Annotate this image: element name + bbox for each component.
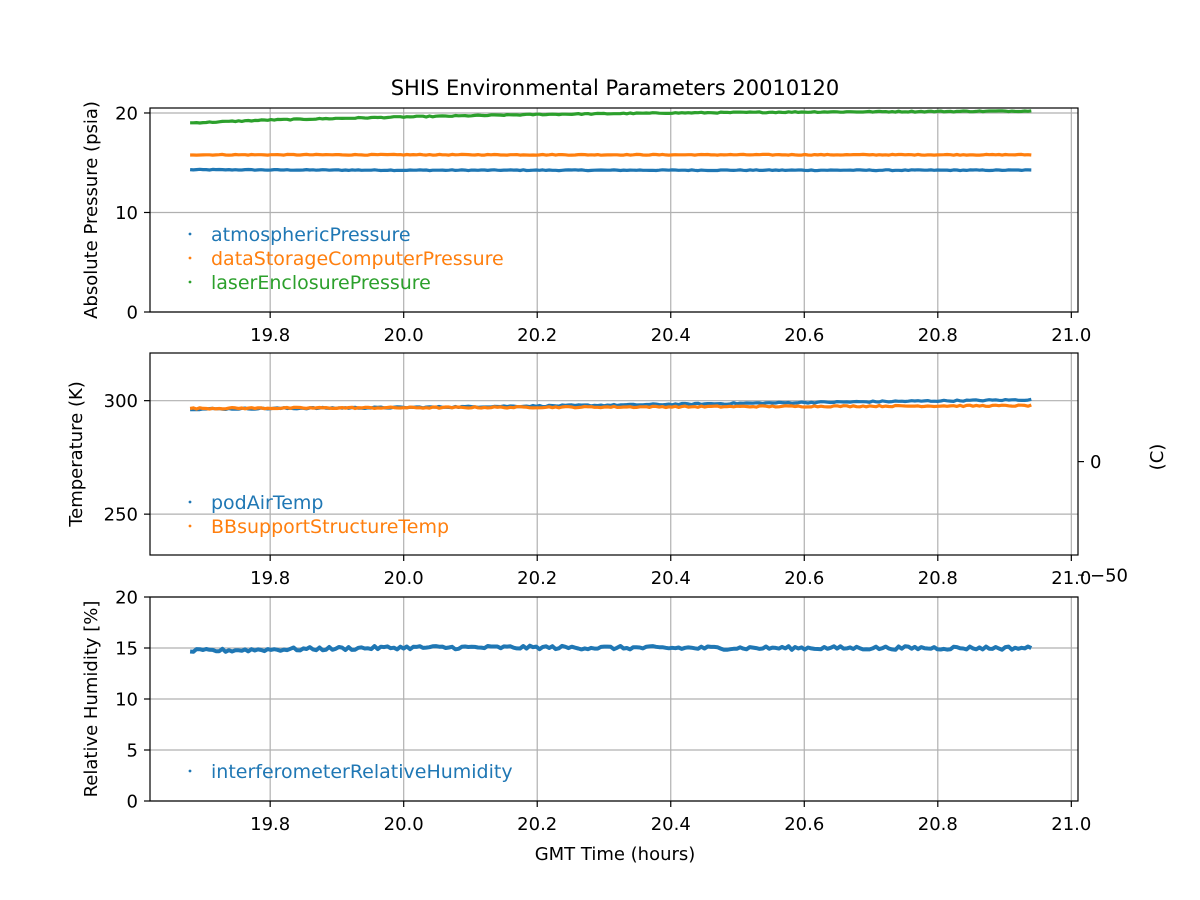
y-tick-label: 20 [115,588,138,609]
legend-entry: BBsupportStructureTemp [211,516,449,538]
x-tick-label: 20.2 [517,814,557,835]
x-tick-label: 21.0 [1051,568,1091,589]
right-y-axis-label: (C) [1147,444,1168,471]
x-tick-label: 20.8 [918,814,958,835]
y-tick-label: 250 [104,505,138,526]
legend-entry: laserEnclosurePressure [211,272,431,294]
y-tick-label: 0 [127,303,138,324]
legend-marker [188,232,192,236]
series-line-BBsupportStructureTemp [189,403,1032,411]
x-tick-label: 20.6 [784,814,824,835]
legend-entry: atmosphericPressure [211,224,411,246]
series-laserEnclosurePressure [190,109,1032,125]
right-y-tick-label: 0 [1090,452,1101,473]
y-tick-label: 0 [127,792,138,813]
y-tick-label: 10 [115,690,138,711]
x-axis-label: GMT Time (hours) [535,844,696,865]
legend-marker [188,524,192,528]
y-axis-label: Absolute Pressure (psia) [81,101,102,319]
legend-entry: dataStorageComputerPressure [211,248,504,270]
x-tick-label: 19.8 [250,814,290,835]
x-tick-label: 20.0 [384,568,424,589]
series-line-atmosphericPressure [189,167,1032,173]
y-tick-label: 300 [104,391,138,412]
panel-frame [149,107,1079,313]
legend-entry: interferometerRelativeHumidity [211,761,513,783]
series-interferometerRelativeHumidity [189,643,1033,654]
legend: atmosphericPressuredataStorageComputerPr… [188,224,504,294]
y-axis-label: Temperature (K) [66,381,87,528]
x-tick-label: 19.8 [250,568,290,589]
x-tick-label: 20.8 [918,568,958,589]
y-tick-label: 5 [127,741,138,762]
series-BBsupportStructureTemp [189,403,1032,411]
y-tick-label: 10 [115,203,138,224]
x-tick-label: 20.4 [651,325,691,346]
chart-title: SHIS Environmental Parameters 20010120 [391,76,840,100]
legend-marker [188,256,192,260]
x-tick-label: 20.0 [384,325,424,346]
x-tick-label: 20.2 [517,568,557,589]
series-dataStorageComputerPressure [190,152,1032,157]
x-tick-label: 20.4 [651,568,691,589]
x-tick-label: 20.8 [918,325,958,346]
series-line-dataStorageComputerPressure [190,152,1032,157]
panel-2: 19.8 20.0 20.2 20.4 20.6 20.8 21.0 250 300 Temper… [66,352,1168,589]
legend-marker [188,280,192,284]
y-tick-label: 20 [115,103,138,124]
x-tick-label: 20.0 [384,814,424,835]
series-line-interferometerRelativeHumidity [189,643,1033,654]
legend-marker [188,769,192,773]
x-tick-label: 20.6 [784,325,824,346]
legend: interferometerRelativeHumidity [188,761,513,783]
panel-frame [149,352,1079,556]
legend-entry: podAirTemp [211,492,323,514]
x-tick-label: 20.4 [651,814,691,835]
x-tick-label: 21.0 [1051,814,1091,835]
right-y-tick-label: −50 [1090,566,1128,587]
chart-panels: 19.8 20.0 20.2 20.4 20.6 20.8 21.0 0 10 20 Absolut… [66,101,1168,835]
legend-marker [188,500,192,504]
y-tick-label: 15 [115,639,138,660]
x-tick-label: 19.8 [250,325,290,346]
panel-1: 19.8 20.0 20.2 20.4 20.6 20.8 21.0 0 10 20 Absolut… [81,101,1091,346]
series-atmosphericPressure [189,167,1032,173]
panel-3: 19.8 20.0 20.2 20.4 20.6 20.8 21.0 0 5 10 15 20 Rela… [81,588,1091,836]
x-tick-label: 20.2 [517,325,557,346]
x-tick-label: 20.6 [784,568,824,589]
x-tick-label: 21.0 [1051,325,1091,346]
y-axis-label: Relative Humidity [%] [81,601,102,798]
series-line-laserEnclosurePressure [190,109,1032,125]
